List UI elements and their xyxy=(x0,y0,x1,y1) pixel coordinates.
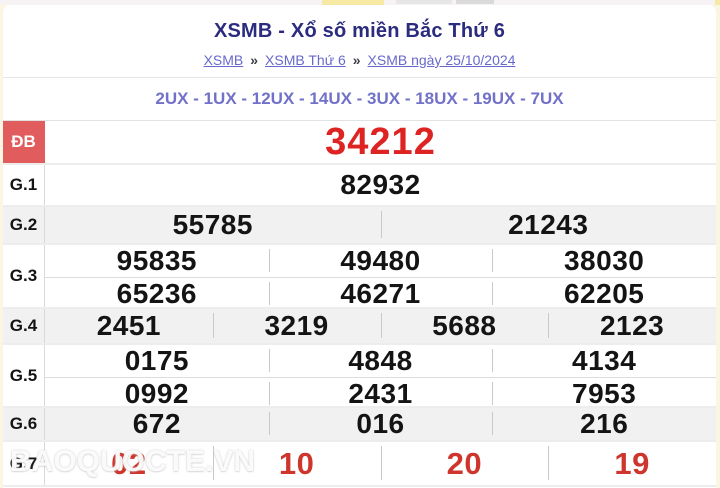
prize-row-g3: G.3 95835 49480 38030 65236 46271 62205 xyxy=(3,245,716,309)
breadcrumb-link-xsmb[interactable]: XSMB xyxy=(203,52,244,68)
page-header: XSMB - Xổ số miền Bắc Thứ 6 XSMB » XSMB Th… xyxy=(3,4,716,78)
prize-number: 65236 xyxy=(116,278,198,309)
prize-number: 7953 xyxy=(492,378,716,410)
page-title: XSMB - Xổ số miền Bắc Thứ 6 xyxy=(213,20,506,42)
prize-number: 49480 xyxy=(268,245,493,277)
prize-row-g7: G.7 02 10 20 19 xyxy=(3,442,716,487)
prize-number: 0175 xyxy=(124,345,189,376)
prize-row-g6: G.6 672 016 216 xyxy=(3,408,716,442)
prize-number: 5688 xyxy=(380,309,549,343)
prize-number: 55785 xyxy=(172,209,253,240)
prize-row-label-db: ĐB xyxy=(3,121,45,163)
prize-row-label-g4: G.4 xyxy=(3,309,45,343)
breadcrumb-link-xsmb-thu6[interactable]: XSMB Thứ 6 xyxy=(265,52,346,68)
prize-row-g1: G.1 82932 xyxy=(3,165,716,207)
page-background-corner xyxy=(715,0,720,5)
prize-number: 2431 xyxy=(268,378,493,410)
prize-number: 4848 xyxy=(268,345,493,377)
prize-number: 2123 xyxy=(548,309,716,343)
breadcrumb: XSMB » XSMB Thứ 6 » XSMB ngày 25/10/2024 xyxy=(3,52,716,68)
results-table: ĐB 34212 G.1 82932 G.2 55785 21243 G.3 95835 4948… xyxy=(3,120,716,487)
prize-number: 02 xyxy=(111,445,147,481)
prize-number: 2451 xyxy=(96,310,162,341)
prize-row-label-g6: G.6 xyxy=(3,408,45,440)
prize-row-label-g7: G.7 xyxy=(3,442,45,485)
clipped-top-chrome xyxy=(0,0,720,5)
ux-summary-line: 2UX - 1UX - 12UX - 14UX - 3UX - 18UX - 1… xyxy=(155,89,564,108)
prize-row-label-g2: G.2 xyxy=(3,207,45,243)
prize-number: 62205 xyxy=(492,278,716,310)
prize-number: 0992 xyxy=(124,378,189,409)
prize-number: 3219 xyxy=(212,309,381,343)
clipped-gray-tab xyxy=(456,0,494,4)
prize-row-g2: G.2 55785 21243 xyxy=(3,207,716,245)
clipped-gray-tab xyxy=(396,0,452,4)
prize-number: 216 xyxy=(492,408,716,440)
prize-number: 82932 xyxy=(340,169,421,200)
clipped-yellow-tab xyxy=(322,0,384,5)
prize-row-db: ĐB 34212 xyxy=(3,121,716,165)
prize-row-g4: G.4 2451 3219 5688 2123 xyxy=(3,309,716,345)
prize-number: 21243 xyxy=(380,207,717,243)
prize-row-label-g5: G.5 xyxy=(3,345,45,406)
prize-row-label-g1: G.1 xyxy=(3,165,45,205)
breadcrumb-separator: » xyxy=(250,52,259,68)
prize-number: 95835 xyxy=(116,245,198,276)
prize-number: 19 xyxy=(548,442,716,485)
prize-number: 016 xyxy=(268,408,493,440)
content-card: XSMB - Xổ số miền Bắc Thứ 6 XSMB » XSMB Th… xyxy=(3,4,716,488)
prize-number: 34212 xyxy=(325,121,436,163)
prize-number: 672 xyxy=(132,408,181,439)
prize-number: 46271 xyxy=(268,278,493,310)
prize-row-g5: G.5 0175 4848 4134 0992 2431 7953 xyxy=(3,345,716,410)
prize-number: 10 xyxy=(212,442,381,485)
prize-number: 20 xyxy=(380,442,549,485)
breadcrumb-link-xsmb-date[interactable]: XSMB ngày 25/10/2024 xyxy=(367,52,516,68)
prize-number: 38030 xyxy=(492,245,716,277)
breadcrumb-separator: » xyxy=(352,52,361,68)
header-divider xyxy=(3,77,716,78)
prize-number: 4134 xyxy=(492,345,716,377)
prize-row-label-g3: G.3 xyxy=(3,245,45,307)
